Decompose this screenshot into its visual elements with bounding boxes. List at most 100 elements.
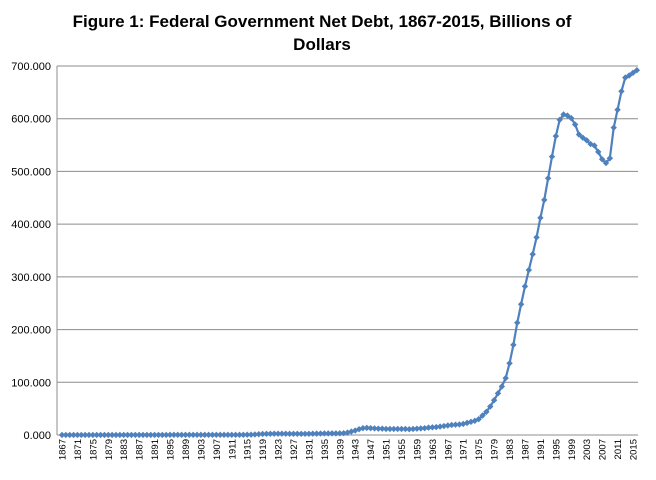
x-tick-label: 2007 — [598, 439, 609, 460]
data-point — [510, 341, 517, 349]
x-tick-label: 1963 — [428, 439, 439, 460]
data-point — [386, 425, 394, 433]
data-point — [490, 397, 498, 404]
data-point — [436, 423, 444, 430]
data-point — [575, 131, 583, 138]
x-tick-label: 1971 — [459, 439, 470, 460]
data-point — [548, 153, 556, 160]
data-point — [610, 124, 617, 131]
data-point — [298, 430, 305, 438]
data-point — [494, 390, 502, 397]
data-point — [120, 431, 127, 439]
x-tick-label: 1907 — [212, 439, 223, 460]
data-point — [568, 114, 575, 122]
data-point — [521, 283, 529, 290]
data-point — [406, 426, 413, 433]
data-point — [236, 431, 243, 439]
x-tick-label: 1903 — [196, 439, 207, 460]
data-point — [479, 412, 486, 419]
data-point — [124, 431, 131, 439]
data-point — [622, 74, 629, 81]
y-tick-label: 700.000 — [11, 61, 51, 73]
data-point — [259, 430, 266, 438]
data-point — [371, 425, 378, 432]
series-layer — [58, 67, 641, 439]
data-point — [321, 430, 328, 437]
data-point — [440, 422, 448, 430]
data-point — [429, 424, 436, 431]
data-point — [425, 424, 432, 431]
x-tick-label: 1979 — [490, 439, 501, 460]
data-point — [290, 430, 297, 437]
data-point — [151, 431, 158, 439]
x-tick-label: 1875 — [88, 439, 99, 460]
data-point — [433, 423, 440, 431]
x-tick-label: 1955 — [397, 439, 408, 460]
data-point — [155, 431, 162, 439]
data-point — [390, 425, 397, 433]
data-point — [421, 424, 428, 432]
data-point — [394, 425, 401, 433]
data-point — [240, 431, 247, 438]
data-point — [336, 430, 343, 437]
data-point — [375, 425, 382, 432]
data-point — [382, 425, 390, 433]
data-point — [313, 430, 320, 437]
data-point — [255, 431, 262, 438]
data-point — [178, 431, 185, 439]
data-point — [544, 175, 552, 182]
data-point — [159, 431, 166, 439]
data-point — [66, 431, 73, 439]
data-point — [305, 430, 313, 437]
data-point — [205, 431, 212, 439]
data-point — [409, 425, 417, 433]
data-point — [135, 431, 143, 439]
data-point — [598, 156, 606, 163]
data-point — [448, 421, 455, 429]
data-point — [618, 88, 625, 95]
x-tick-label: 1871 — [73, 439, 84, 460]
x-tick-label: 1999 — [567, 439, 578, 460]
data-point — [571, 121, 579, 128]
data-point — [263, 430, 270, 438]
data-point — [456, 421, 463, 428]
data-point — [274, 430, 282, 437]
data-point — [108, 431, 116, 439]
data-point — [498, 383, 506, 390]
x-tick-label: 1947 — [366, 439, 377, 460]
data-point — [602, 159, 610, 167]
y-tick-label: 100.000 — [11, 377, 51, 389]
data-point — [189, 431, 197, 439]
x-tick-label: 1987 — [520, 439, 531, 460]
x-tick-label: 1931 — [304, 439, 315, 460]
data-point — [278, 430, 286, 437]
data-point — [340, 429, 347, 437]
x-tick-label: 1919 — [258, 439, 269, 460]
data-point — [128, 431, 135, 439]
data-point — [367, 424, 374, 432]
x-tick-label: 1983 — [505, 439, 516, 460]
data-point — [444, 422, 452, 429]
data-point — [286, 430, 293, 437]
data-point — [332, 430, 340, 437]
data-point — [514, 319, 521, 326]
data-point — [116, 431, 124, 439]
y-axis-tick-labels: 0.000 100.000 200.000 300.000 400.000 500.000… — [11, 61, 51, 442]
data-point — [625, 72, 633, 79]
data-point — [251, 431, 259, 438]
data-point — [556, 116, 563, 123]
x-tick-label: 1951 — [382, 439, 393, 460]
data-point — [81, 431, 89, 439]
y-tick-label: 300.000 — [11, 272, 51, 284]
data-point — [267, 430, 274, 437]
data-point — [629, 69, 637, 77]
series-line — [62, 69, 638, 437]
data-point — [78, 431, 85, 439]
data-point — [97, 431, 104, 439]
data-point — [541, 196, 548, 204]
x-tick-label: 1939 — [335, 439, 346, 460]
data-point — [243, 431, 251, 438]
data-point — [282, 430, 289, 437]
y-tick-label: 400.000 — [11, 219, 51, 231]
x-tick-label: 1935 — [320, 439, 331, 460]
